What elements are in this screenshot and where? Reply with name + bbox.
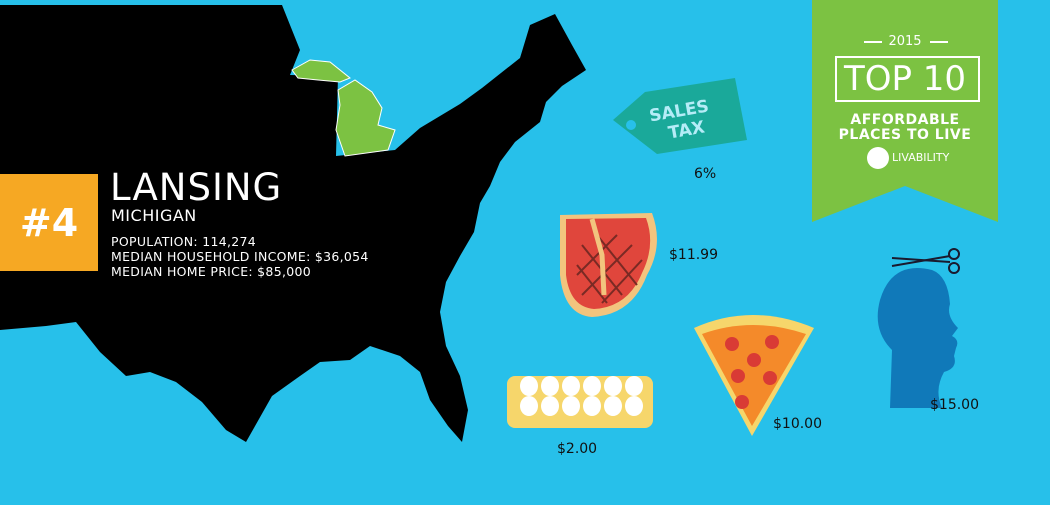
banner-line2: PLACES TO LIVE	[838, 127, 972, 143]
pizza-slice-icon	[694, 315, 814, 436]
city-stats: POPULATION: 114,274 MEDIAN HOUSEHOLD INC…	[111, 234, 369, 279]
sales-tax-value: 6%	[694, 166, 717, 182]
haircut-silhouette-icon	[877, 248, 960, 408]
banner-brand: LIVABILITY	[892, 151, 950, 164]
banner-year: 2015	[888, 34, 922, 49]
state-name: MICHIGAN	[111, 206, 197, 225]
population-stat: POPULATION: 114,274	[111, 234, 256, 249]
pizza-price: $10.00	[773, 416, 822, 432]
michigan-state	[291, 59, 396, 157]
city-name: LANSING	[110, 166, 283, 209]
livability-logo-icon	[867, 147, 889, 169]
banner-title: TOP 10	[843, 59, 967, 99]
steak-icon	[560, 213, 657, 317]
rank-badge: #4	[0, 174, 98, 271]
top10-banner: 2015 TOP 10 AFFORDABLE PLACES TO LIVE LI…	[812, 0, 998, 222]
haircut-price: $15.00	[930, 397, 979, 413]
eastern-us-silhouette	[0, 5, 586, 442]
banner-ribbon	[812, 0, 998, 222]
banner-line1: AFFORDABLE	[850, 112, 960, 128]
egg-carton-icon	[507, 376, 653, 428]
income-stat: MEDIAN HOUSEHOLD INCOME: $36,054	[111, 249, 369, 264]
eggs-price: $2.00	[557, 441, 598, 457]
home-price-stat: MEDIAN HOME PRICE: $85,000	[111, 264, 311, 279]
sales-tax-tag-icon: SALESTAX	[613, 78, 747, 154]
steak-price: $11.99	[669, 247, 718, 263]
scissors-icon	[891, 248, 960, 274]
